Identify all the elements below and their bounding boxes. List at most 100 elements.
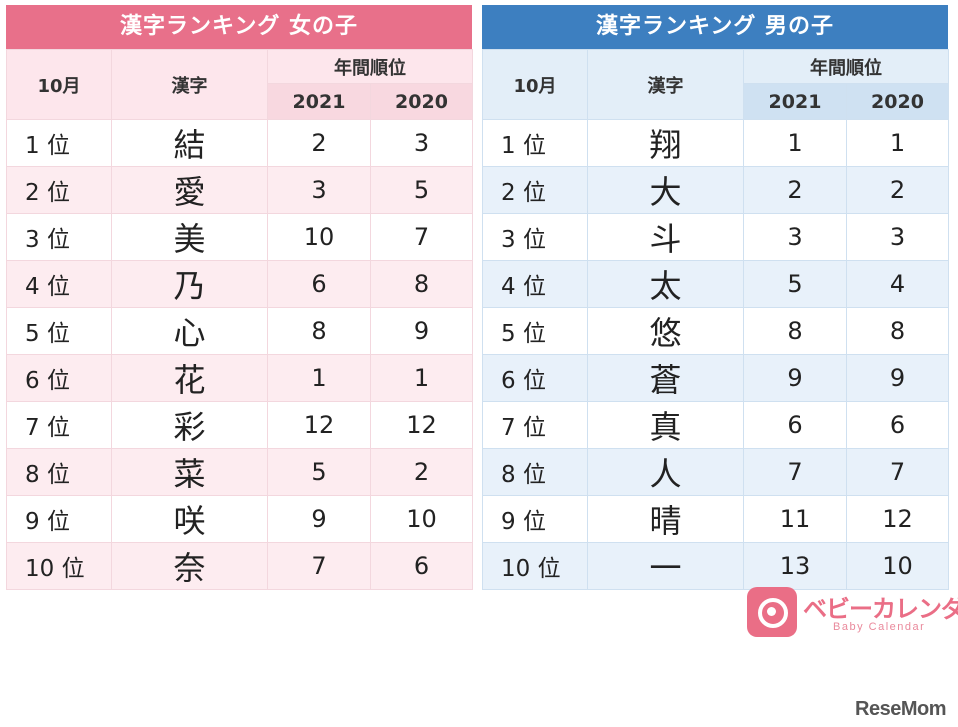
rank-cell: 9 位 [482, 495, 588, 543]
rank-2020-cell: 2 [846, 166, 949, 214]
rank-cell: 10 位 [6, 542, 112, 590]
logo-subtitle: Baby Calendar [833, 621, 926, 633]
rank-2021-cell: 10 [267, 213, 371, 261]
rank-2020-cell: 8 [370, 260, 473, 308]
kanji-cell: 真 [587, 401, 744, 449]
rank-2021-cell: 9 [743, 354, 847, 402]
rank-2020-cell: 7 [846, 448, 949, 496]
rank-cell: 10 位 [482, 542, 588, 590]
rank-2020-cell: 8 [846, 307, 949, 355]
rank-cell: 1 位 [6, 119, 112, 167]
boys-panel-title: 漢字ランキング 男の子 [482, 5, 948, 49]
rank-2021-cell: 3 [267, 166, 371, 214]
boys-col-annual-header: 年間順位 [743, 49, 949, 84]
rank-2021-cell: 9 [267, 495, 371, 543]
logo-name: ベビーカレンダー [803, 595, 958, 623]
table-row: 7 位彩 12 12 [6, 401, 473, 449]
rank-2021-cell: 6 [267, 260, 371, 308]
rank-cell: 4 位 [482, 260, 588, 308]
kanji-cell: 翔 [587, 119, 744, 167]
table-row: 3 位美 10 7 [6, 213, 473, 261]
kanji-cell: 菜 [111, 448, 268, 496]
rank-cell: 8 位 [482, 448, 588, 496]
kanji-cell: 咲 [111, 495, 268, 543]
rank-cell: 3 位 [6, 213, 112, 261]
rank-cell: 2 位 [6, 166, 112, 214]
rank-2020-cell: 3 [846, 213, 949, 261]
rank-2021-cell: 7 [267, 542, 371, 590]
rank-2021-cell: 11 [743, 495, 847, 543]
rank-2020-cell: 9 [370, 307, 473, 355]
kanji-cell: 悠 [587, 307, 744, 355]
rank-cell: 6 位 [482, 354, 588, 402]
rank-2021-cell: 3 [743, 213, 847, 261]
table-row: 10 位一 13 10 [482, 542, 949, 590]
rank-2021-cell: 13 [743, 542, 847, 590]
rank-2021-cell: 2 [267, 119, 371, 167]
rank-2020-cell: 7 [370, 213, 473, 261]
boys-col-kanji-header: 漢字 [587, 49, 744, 120]
boys-col-month-header: 10月 [482, 49, 588, 120]
rank-cell: 1 位 [482, 119, 588, 167]
baby-calendar-logo: ベビーカレンダー Baby Calendar [747, 585, 958, 641]
rank-2021-cell: 8 [743, 307, 847, 355]
kanji-cell: 美 [111, 213, 268, 261]
girls-col-kanji-header: 漢字 [111, 49, 268, 120]
girls-col-2020-header: 2020 [370, 83, 473, 120]
rank-2020-cell: 1 [370, 354, 473, 402]
kanji-cell: 花 [111, 354, 268, 402]
kanji-cell: 人 [587, 448, 744, 496]
rank-2020-cell: 1 [846, 119, 949, 167]
rank-cell: 4 位 [6, 260, 112, 308]
kanji-cell: 太 [587, 260, 744, 308]
rank-2020-cell: 12 [846, 495, 949, 543]
rank-2020-cell: 3 [370, 119, 473, 167]
rank-cell: 5 位 [482, 307, 588, 355]
girls-col-month-header: 10月 [6, 49, 112, 120]
rank-cell: 3 位 [482, 213, 588, 261]
rank-2020-cell: 10 [846, 542, 949, 590]
kanji-cell: 蒼 [587, 354, 744, 402]
kanji-cell: 愛 [111, 166, 268, 214]
rank-2020-cell: 10 [370, 495, 473, 543]
rank-2021-cell: 12 [267, 401, 371, 449]
rank-2021-cell: 8 [267, 307, 371, 355]
rank-cell: 8 位 [6, 448, 112, 496]
table-row: 9 位咲 9 10 [6, 495, 473, 543]
kanji-cell: 奈 [111, 542, 268, 590]
kanji-cell: 結 [111, 119, 268, 167]
resemom-watermark: ReseMom [855, 698, 946, 720]
rank-2020-cell: 12 [370, 401, 473, 449]
rank-2020-cell: 6 [370, 542, 473, 590]
girls-panel-title: 漢字ランキング 女の子 [6, 5, 472, 49]
baby-calendar-logo-icon [747, 587, 797, 637]
kanji-cell: 大 [587, 166, 744, 214]
rank-cell: 7 位 [482, 401, 588, 449]
kanji-cell: 晴 [587, 495, 744, 543]
rank-cell: 9 位 [6, 495, 112, 543]
rank-cell: 6 位 [6, 354, 112, 402]
rank-cell: 5 位 [6, 307, 112, 355]
girls-col-2021-header: 2021 [267, 83, 371, 120]
rank-2021-cell: 7 [743, 448, 847, 496]
rank-2020-cell: 6 [846, 401, 949, 449]
